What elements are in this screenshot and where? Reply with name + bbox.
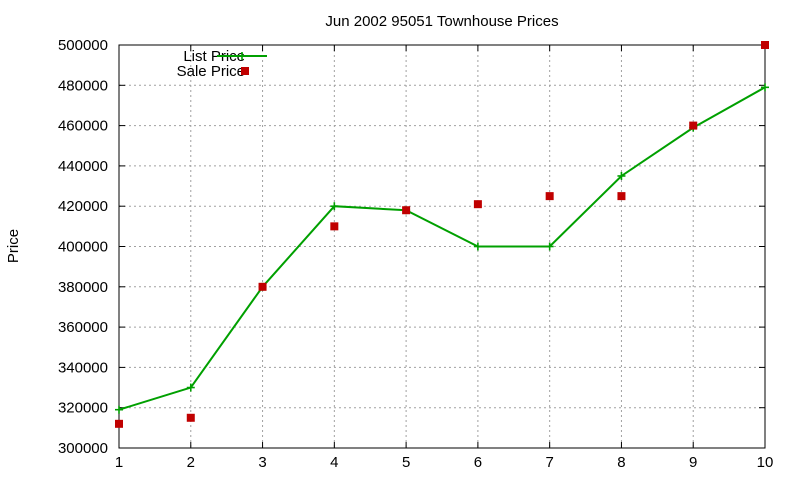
data-point (473, 200, 482, 209)
y-axis-label: Price (5, 229, 22, 263)
data-point (115, 419, 123, 428)
x-tick-label: 2 (187, 454, 195, 471)
data-point (330, 202, 339, 211)
legend: List Price Sale Price (177, 48, 267, 80)
data-point (330, 222, 339, 231)
y-tick-label: 360000 (58, 319, 108, 336)
x-tick-label: 5 (402, 454, 410, 471)
series-list-price (115, 83, 769, 414)
data-point (402, 206, 411, 215)
x-tick-label: 4 (330, 454, 338, 471)
legend-marker-symbol (238, 52, 246, 60)
y-tick-label: 500000 (58, 37, 108, 54)
y-tick-label: 320000 (58, 400, 108, 417)
data-point (617, 192, 626, 201)
x-tick-label: 9 (689, 454, 697, 471)
legend-label-list-price: List Price (183, 48, 245, 65)
series-layer (115, 41, 769, 428)
data-point (545, 242, 554, 251)
legend-marker-sale-price (241, 67, 249, 75)
data-point (186, 413, 195, 422)
legend-marker-list-price (238, 52, 246, 60)
x-tick-label: 8 (617, 454, 625, 471)
data-point (115, 405, 123, 414)
data-point (473, 242, 482, 251)
data-point (689, 121, 698, 130)
y-tick-label: 300000 (58, 440, 108, 457)
data-point (617, 171, 626, 180)
x-tick-label: 6 (474, 454, 482, 471)
legend-marker-symbol (241, 67, 249, 75)
x-tick-label: 7 (545, 454, 553, 471)
y-tick-label: 460000 (58, 118, 108, 135)
y-tick-label: 400000 (58, 239, 108, 256)
data-point (761, 41, 769, 49)
chart-title: Jun 2002 95051 Townhouse Prices (325, 13, 558, 30)
y-tick-label: 380000 (58, 279, 108, 296)
data-point (186, 383, 195, 392)
y-tick-label: 440000 (58, 158, 108, 175)
y-tick-label: 480000 (58, 77, 108, 94)
y-tick-label: 340000 (58, 359, 108, 376)
legend-label-sale-price: Sale Price (177, 63, 245, 80)
axis-ticks: 1 2 3 4 5 6 7 8 9 10 300000 320000 340000 360000 38000… (58, 37, 773, 471)
y-tick-label: 420000 (58, 198, 108, 215)
x-tick-label: 3 (258, 454, 266, 471)
grid (119, 45, 765, 448)
data-point (761, 83, 769, 92)
series-line (118, 86, 766, 411)
data-point (545, 192, 554, 201)
x-tick-label: 1 (115, 454, 123, 471)
data-point (258, 282, 267, 291)
series-sale-price (115, 41, 769, 428)
x-tick-label: 10 (757, 454, 774, 471)
